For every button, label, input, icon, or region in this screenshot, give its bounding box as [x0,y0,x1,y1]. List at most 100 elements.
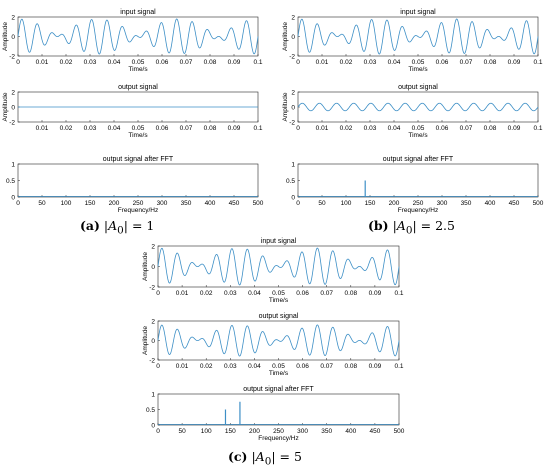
x-tick-label: 200 [389,200,400,207]
x-tick-label: 0.03 [84,125,97,132]
x-tick-label: 0.04 [388,59,401,66]
x-axis-label: Frequency/Hz [398,207,438,214]
chart-title: input signal [400,9,436,16]
axes-box [157,393,400,426]
x-tick-label: 0.02 [60,59,73,66]
x-tick-label: 500 [253,200,264,207]
x-tick-label: 0.05 [412,125,425,132]
y-tick-label: 1 [11,161,15,168]
x-tick-label: 0 [156,363,160,370]
y-tick-label: -2 [149,357,155,364]
chart-title: output signal [259,313,299,320]
y-tick-label: 0 [291,34,295,41]
chart-title: output signal after FFT [383,156,454,163]
x-tick-label: 0.07 [320,290,333,297]
x-tick-label: 0.05 [132,59,145,66]
x-tick-label: 0.05 [412,59,425,66]
x-tick-label: 0.05 [132,125,145,132]
x-axis-label: Time/s [128,132,148,139]
y-tick-label: -2 [149,284,155,291]
x-tick-label: 0.09 [228,125,241,132]
x-tick-label: 350 [181,200,192,207]
x-tick-label: 0.01 [316,59,329,66]
x-tick-label: 400 [205,200,216,207]
x-tick-label: 0.08 [484,125,497,132]
x-tick-label: 450 [369,428,380,435]
x-tick-label: 0 [296,125,300,132]
y-axis-label: Amplitude [2,92,9,121]
x-tick-label: 0.05 [272,290,285,297]
y-tick-label: 2 [11,89,15,96]
x-tick-label: 50 [38,200,46,207]
x-tick-label: 0.01 [36,125,49,132]
x-tick-label: 0.01 [36,59,49,66]
x-tick-label: 0.01 [176,363,189,370]
x-tick-label: 400 [345,428,356,435]
x-tick-label: 0.07 [180,59,193,66]
y-tick-label: 0 [291,194,295,201]
x-tick-label: 0.04 [108,59,121,66]
x-tick-label: 400 [485,200,496,207]
signal-line [297,18,539,55]
chart-panel-a-2: output signal after FFT 0 50 100 150 200 250 30… [6,156,264,214]
x-axis-label: Time/s [269,370,289,377]
x-tick-label: 0.08 [204,125,217,132]
y-tick-label: -2 [289,119,295,126]
x-tick-label: 0.07 [320,363,333,370]
chart-panel-a-1: output signal 0.01 0.02 0.03 0.04 0.05 0.06 0.0… [2,84,263,139]
x-tick-label: 0.09 [508,59,521,66]
x-tick-label: 150 [365,200,376,207]
x-tick-label: 0.06 [436,59,449,66]
x-tick-label: 50 [178,428,186,435]
x-tick-label: 250 [273,428,284,435]
chart-panel-c-6: input signal 0 0.01 0.02 0.03 0.04 0.05 0.06 0.0… [142,238,404,304]
x-tick-label: 0.07 [460,125,473,132]
caption-c: (c) |A0| = 5 [228,449,302,468]
x-tick-label: 0.08 [484,59,497,66]
chart-panel-c-8: output signal after FFT 0 50 100 150 200 250 30… [146,386,405,442]
x-tick-label: 0.01 [176,290,189,297]
x-tick-label: 0.02 [200,290,213,297]
x-tick-label: 0.02 [200,363,213,370]
x-tick-label: 100 [201,428,212,435]
y-tick-label: 2 [291,14,295,21]
x-tick-label: 450 [229,200,240,207]
x-tick-label: 200 [249,428,260,435]
x-tick-label: 0.09 [369,290,382,297]
x-tick-label: 0.02 [340,59,353,66]
y-axis-label: Amplitude [142,326,149,355]
chart-title: output signal [398,84,438,91]
x-axis-label: Time/s [269,297,289,304]
caption-b: (b) |A0| = 2.5 [368,218,455,237]
x-tick-label: 0 [296,200,300,207]
x-tick-label: 0.06 [436,125,449,132]
x-tick-label: 0.1 [394,363,403,370]
y-tick-label: -2 [9,119,15,126]
x-tick-label: 0.07 [180,125,193,132]
x-tick-label: 0.06 [296,363,309,370]
x-tick-label: 300 [437,200,448,207]
y-tick-label: 0 [11,194,15,201]
x-tick-label: 0.03 [224,290,237,297]
x-tick-label: 0.03 [364,125,377,132]
x-tick-label: 0 [16,200,20,207]
x-tick-label: 0.09 [228,59,241,66]
x-tick-label: 150 [85,200,96,207]
x-tick-label: 0 [296,59,300,66]
chart-panel-a-0: input signal 0 0.01 0.02 0.03 0.04 0.05 0.06 0.0… [2,9,263,73]
x-tick-label: 350 [321,428,332,435]
chart-title: input signal [261,238,297,245]
x-tick-label: 0.07 [460,59,473,66]
y-tick-label: 2 [291,89,295,96]
x-tick-label: 0.04 [108,125,121,132]
x-tick-label: 0.09 [508,125,521,132]
caption-a: (a) |A0| = 1 [80,218,155,237]
axes-box [297,163,539,198]
x-tick-label: 0.01 [316,125,329,132]
signal-line [17,18,259,55]
x-tick-label: 300 [157,200,168,207]
x-tick-label: 250 [133,200,144,207]
y-axis-label: Amplitude [2,22,9,51]
x-tick-label: 0.08 [204,59,217,66]
x-tick-label: 0.05 [272,363,285,370]
